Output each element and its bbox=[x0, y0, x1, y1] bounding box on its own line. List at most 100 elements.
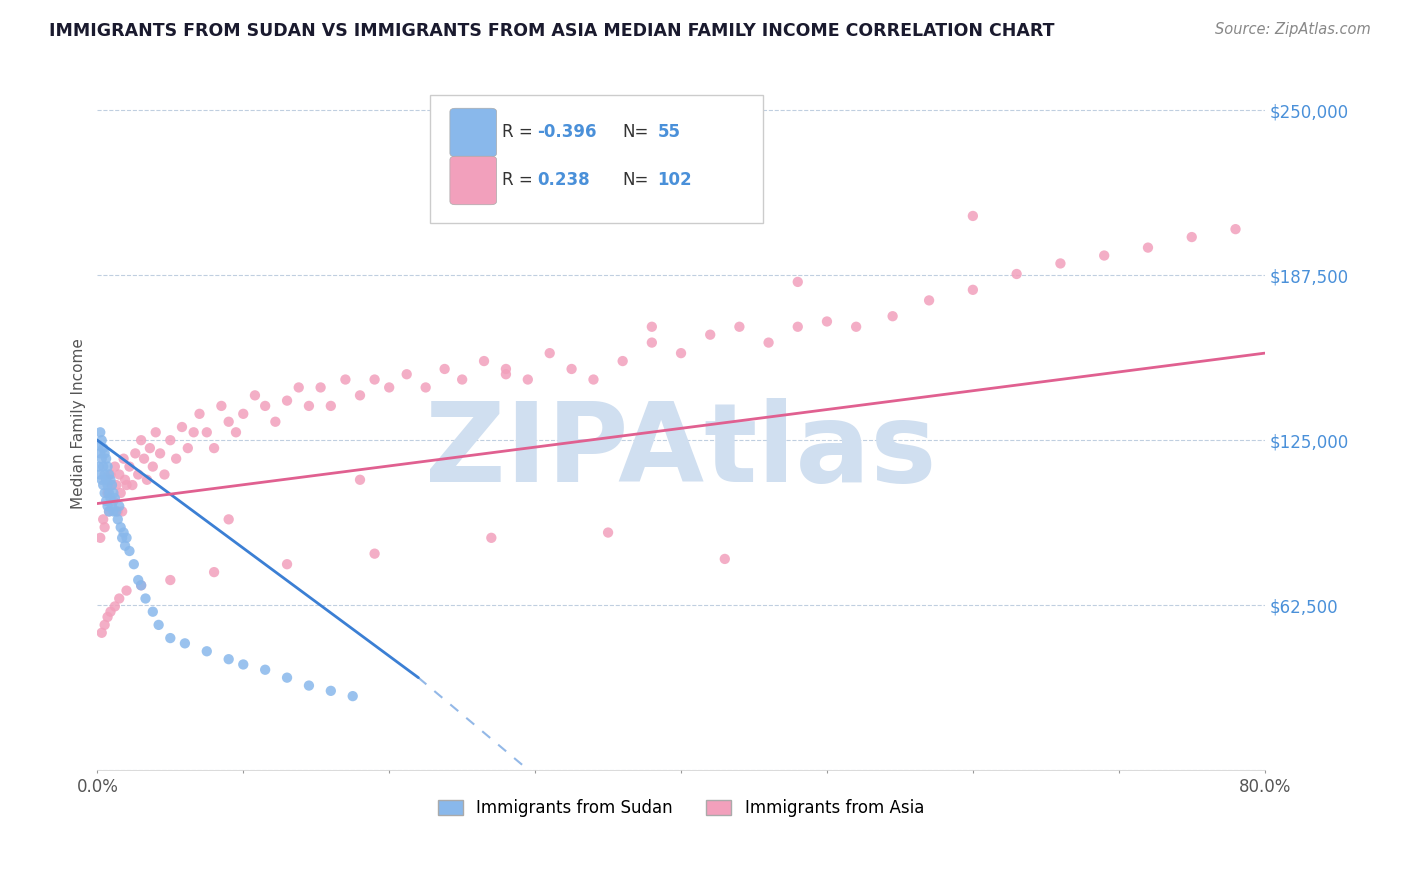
Point bbox=[93, 446, 115, 460]
Point bbox=[145, 425, 167, 440]
Point bbox=[335, 372, 357, 386]
FancyBboxPatch shape bbox=[450, 156, 496, 205]
Point bbox=[342, 689, 364, 703]
Point bbox=[111, 504, 134, 518]
Point bbox=[105, 504, 128, 518]
Point bbox=[114, 539, 136, 553]
Point bbox=[538, 346, 561, 360]
Point bbox=[94, 451, 117, 466]
Point bbox=[276, 558, 298, 572]
Point bbox=[98, 467, 121, 482]
Text: R =: R = bbox=[502, 123, 538, 142]
Point bbox=[882, 309, 904, 323]
Point bbox=[98, 504, 121, 518]
Point bbox=[1136, 241, 1159, 255]
Point bbox=[127, 467, 149, 482]
Point bbox=[104, 459, 127, 474]
Point bbox=[298, 679, 321, 693]
Point bbox=[561, 362, 583, 376]
Point bbox=[114, 473, 136, 487]
Point bbox=[1181, 230, 1204, 244]
Text: 55: 55 bbox=[658, 123, 681, 142]
Point bbox=[177, 441, 200, 455]
Point bbox=[98, 486, 121, 500]
Point bbox=[349, 388, 371, 402]
Point bbox=[136, 473, 159, 487]
Point bbox=[103, 486, 125, 500]
Point bbox=[962, 209, 984, 223]
Point bbox=[98, 504, 121, 518]
Point bbox=[699, 327, 721, 342]
Point bbox=[298, 399, 321, 413]
Text: R =: R = bbox=[502, 171, 544, 189]
Point bbox=[94, 494, 117, 508]
Point bbox=[1092, 248, 1115, 262]
Point bbox=[100, 491, 122, 506]
Point bbox=[121, 478, 143, 492]
Point bbox=[159, 631, 181, 645]
Point bbox=[101, 499, 124, 513]
Point bbox=[100, 473, 122, 487]
Point bbox=[641, 335, 664, 350]
Point bbox=[89, 467, 111, 482]
Point bbox=[218, 415, 240, 429]
Point bbox=[264, 415, 287, 429]
Point bbox=[786, 275, 808, 289]
Point bbox=[195, 425, 218, 440]
Point bbox=[91, 512, 114, 526]
Point bbox=[195, 644, 218, 658]
Point bbox=[669, 346, 692, 360]
Point bbox=[89, 425, 111, 440]
Point bbox=[89, 531, 111, 545]
Point bbox=[232, 657, 254, 672]
Point bbox=[1049, 256, 1071, 270]
Point bbox=[90, 434, 112, 448]
Point bbox=[122, 558, 145, 572]
Point bbox=[153, 467, 176, 482]
Text: -0.396: -0.396 bbox=[537, 123, 598, 142]
Y-axis label: Median Family Income: Median Family Income bbox=[72, 338, 86, 509]
Point bbox=[472, 354, 495, 368]
Point bbox=[254, 399, 277, 413]
Point bbox=[110, 486, 132, 500]
Point bbox=[378, 380, 401, 394]
Point bbox=[108, 499, 131, 513]
Point bbox=[918, 293, 941, 308]
Point bbox=[107, 504, 129, 518]
Point bbox=[101, 478, 124, 492]
Point bbox=[127, 573, 149, 587]
Point bbox=[433, 362, 456, 376]
Point bbox=[165, 451, 187, 466]
Point bbox=[451, 372, 474, 386]
Point bbox=[118, 544, 141, 558]
Point bbox=[786, 319, 808, 334]
Point bbox=[90, 625, 112, 640]
Point bbox=[103, 494, 125, 508]
Point bbox=[148, 618, 170, 632]
Text: 0.238: 0.238 bbox=[537, 171, 591, 189]
Point bbox=[108, 591, 131, 606]
Text: 102: 102 bbox=[658, 171, 692, 189]
Point bbox=[174, 636, 197, 650]
Point bbox=[93, 520, 115, 534]
Point bbox=[202, 565, 225, 579]
FancyBboxPatch shape bbox=[450, 108, 496, 157]
Point bbox=[142, 605, 165, 619]
Point bbox=[97, 459, 120, 474]
Point bbox=[129, 578, 152, 592]
Point bbox=[132, 451, 155, 466]
Point bbox=[115, 583, 138, 598]
Text: IMMIGRANTS FROM SUDAN VS IMMIGRANTS FROM ASIA MEDIAN FAMILY INCOME CORRELATION C: IMMIGRANTS FROM SUDAN VS IMMIGRANTS FROM… bbox=[49, 22, 1054, 40]
Point bbox=[714, 552, 737, 566]
Point bbox=[612, 354, 634, 368]
Point bbox=[97, 486, 120, 500]
Point bbox=[516, 372, 538, 386]
Point bbox=[91, 459, 114, 474]
Point bbox=[129, 434, 152, 448]
Point bbox=[89, 446, 111, 460]
Point bbox=[112, 451, 135, 466]
Point bbox=[363, 547, 385, 561]
Point bbox=[309, 380, 332, 394]
Point bbox=[276, 393, 298, 408]
Point bbox=[93, 618, 115, 632]
